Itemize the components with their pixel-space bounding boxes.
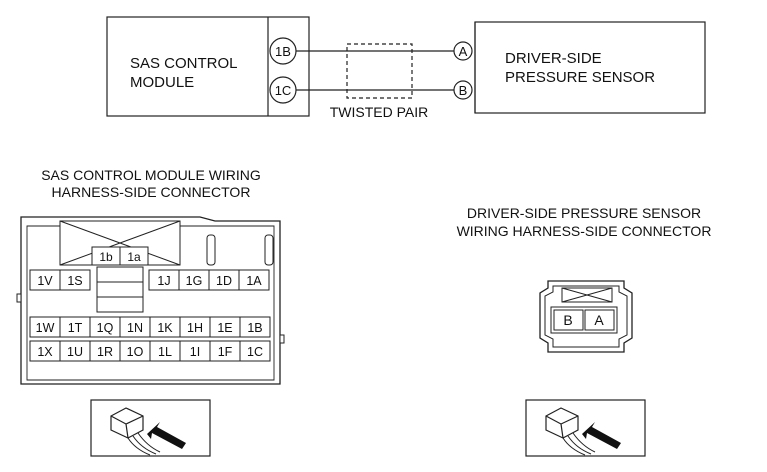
pin-1c: 1C <box>247 345 263 359</box>
pin-1h: 1H <box>187 321 203 335</box>
sas-pins-row1: 1V 1S 1J 1G 1D 1A <box>29 269 270 291</box>
module-label-line1: SAS CONTROL <box>130 55 238 72</box>
svg-text:A: A <box>459 44 468 59</box>
sensor-pin-b: B <box>553 309 584 331</box>
pin-1f: 1F <box>218 345 233 359</box>
module-label-line2: MODULE <box>130 74 194 91</box>
sensor-connector-title-line1: DRIVER-SIDE PRESSURE SENSOR <box>467 205 701 221</box>
pin-1k: 1K <box>157 321 173 335</box>
svg-text:1B: 1B <box>275 44 291 59</box>
pin-1b-small: 1b <box>99 250 113 264</box>
pin-1j: 1J <box>157 274 170 288</box>
pin-1q: 1Q <box>97 321 114 335</box>
pin-1t: 1T <box>68 321 83 335</box>
twisted-pair-label: TWISTED PAIR <box>330 104 429 120</box>
pressure-sensor-box: DRIVER-SIDE PRESSURE SENSOR <box>474 21 706 114</box>
pin-1e: 1E <box>217 321 232 335</box>
sas-connector-title-line1: SAS CONTROL MODULE WIRING <box>41 167 261 183</box>
pin-1u: 1U <box>67 345 83 359</box>
pin-1v: 1V <box>37 274 53 288</box>
sas-pins-row2: 1W 1T 1Q 1N 1K 1H 1E 1B <box>29 316 271 338</box>
pin-1s: 1S <box>67 274 82 288</box>
sas-control-module-box: SAS CONTROL MODULE <box>106 16 310 117</box>
svg-text:A: A <box>594 312 604 328</box>
sas-pins-top: 1b 1a <box>91 246 149 266</box>
sensor-connector-title-line2: WIRING HARNESS-SIDE CONNECTOR <box>457 223 712 239</box>
pin-1a: 1A <box>246 274 262 288</box>
pin-1g: 1G <box>186 274 203 288</box>
svg-text:B: B <box>563 312 572 328</box>
connector-view-arrow-icon <box>90 399 211 457</box>
pin-1i: 1I <box>190 345 200 359</box>
pin-1w: 1W <box>36 321 55 335</box>
module-terminal-1c: 1C <box>269 76 297 104</box>
sensor-label-line1: DRIVER-SIDE <box>505 50 602 67</box>
pin-1x: 1X <box>37 345 53 359</box>
sas-connector-title-line2: HARNESS-SIDE CONNECTOR <box>52 184 251 200</box>
svg-text:1C: 1C <box>275 83 292 98</box>
pin-1l: 1L <box>158 345 172 359</box>
sas-pins-row3: 1X 1U 1R 1O 1L 1I 1F 1C <box>29 340 271 362</box>
wires <box>296 50 455 91</box>
pin-1r: 1R <box>97 345 113 359</box>
svg-text:B: B <box>459 83 468 98</box>
twisted-pair-shield <box>346 43 413 99</box>
sensor-pin-a: A <box>584 309 615 331</box>
pin-1b: 1B <box>247 321 262 335</box>
pin-1a-small: 1a <box>127 250 141 264</box>
pin-1d: 1D <box>216 274 232 288</box>
sensor-label-line2: PRESSURE SENSOR <box>505 69 655 86</box>
sensor-terminal-a: A <box>453 41 473 61</box>
pin-1n: 1N <box>127 321 143 335</box>
connector-view-arrow-icon-right <box>525 399 646 457</box>
sensor-terminal-b: B <box>453 80 473 100</box>
module-terminal-1b: 1B <box>269 37 297 65</box>
pin-1o: 1O <box>127 345 144 359</box>
